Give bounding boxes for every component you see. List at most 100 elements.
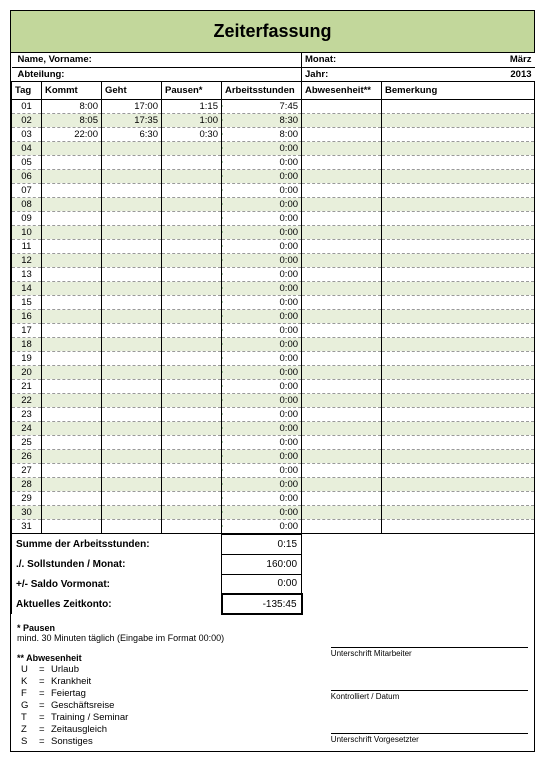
cell-kommt bbox=[42, 211, 102, 225]
cell-abw bbox=[302, 435, 382, 449]
table-row: 180:00 bbox=[12, 337, 535, 351]
cell-bem bbox=[382, 169, 535, 183]
cell-tag: 15 bbox=[12, 295, 42, 309]
cell-abw bbox=[302, 267, 382, 281]
cell-arbeit: 0:00 bbox=[222, 393, 302, 407]
cell-abw bbox=[302, 365, 382, 379]
cell-bem bbox=[382, 183, 535, 197]
table-row: 290:00 bbox=[12, 491, 535, 505]
page-title: Zeiterfassung bbox=[11, 11, 534, 53]
col-kommt: Kommt bbox=[42, 81, 102, 99]
cell-kommt bbox=[42, 435, 102, 449]
table-row: 270:00 bbox=[12, 463, 535, 477]
cell-kommt bbox=[42, 421, 102, 435]
cell-kommt bbox=[42, 239, 102, 253]
legend-key: F bbox=[17, 687, 35, 699]
cell-kommt bbox=[42, 365, 102, 379]
cell-geht bbox=[102, 449, 162, 463]
pausen-text: mind. 30 Minuten täglich (Eingabe im For… bbox=[17, 633, 224, 643]
cell-tag: 30 bbox=[12, 505, 42, 519]
summary-label: Aktuelles Zeitkonto: bbox=[12, 594, 222, 614]
cell-tag: 27 bbox=[12, 463, 42, 477]
legend-row: K=Krankheit bbox=[17, 675, 319, 687]
table-row: 028:0517:351:008:30 bbox=[12, 113, 535, 127]
cell-tag: 05 bbox=[12, 155, 42, 169]
cell-arbeit: 0:00 bbox=[222, 519, 302, 533]
legend-key: K bbox=[17, 675, 35, 687]
cell-geht bbox=[102, 253, 162, 267]
cell-abw bbox=[302, 169, 382, 183]
cell-abw bbox=[302, 211, 382, 225]
cell-arbeit: 0:00 bbox=[222, 211, 302, 225]
cell-geht bbox=[102, 351, 162, 365]
col-geht: Geht bbox=[102, 81, 162, 99]
cell-tag: 16 bbox=[12, 309, 42, 323]
cell-pausen bbox=[162, 183, 222, 197]
cell-geht bbox=[102, 491, 162, 505]
cell-kommt bbox=[42, 309, 102, 323]
cell-tag: 07 bbox=[12, 183, 42, 197]
legend-value: Training / Seminar bbox=[47, 711, 319, 723]
cell-abw bbox=[302, 519, 382, 533]
table-row: 20 0:00 bbox=[12, 365, 535, 379]
cell-arbeit: 0:00 bbox=[222, 365, 302, 379]
cell-kommt bbox=[42, 491, 102, 505]
cell-tag: 18 bbox=[12, 337, 42, 351]
summary-row: Aktuelles Zeitkonto:-135:45 bbox=[12, 594, 535, 614]
year-value: 2013 bbox=[382, 67, 535, 81]
cell-bem bbox=[382, 407, 535, 421]
cell-kommt: 22:00 bbox=[42, 127, 102, 141]
summary-value: 0:00 bbox=[222, 574, 302, 594]
cell-geht bbox=[102, 323, 162, 337]
cell-pausen bbox=[162, 323, 222, 337]
main-table: Name, Vorname: Monat: März Abteilung: Ja… bbox=[11, 53, 535, 615]
table-row: 150:00 bbox=[12, 295, 535, 309]
col-tag: Tag bbox=[12, 81, 42, 99]
cell-geht bbox=[102, 281, 162, 295]
table-row: 280:00 bbox=[12, 477, 535, 491]
cell-kommt: 8:00 bbox=[42, 99, 102, 113]
cell-bem bbox=[382, 337, 535, 351]
name-label: Name, Vorname: bbox=[12, 53, 302, 67]
table-row: 130:00 bbox=[12, 267, 535, 281]
legend-key: U bbox=[17, 663, 35, 675]
cell-tag: 20 bbox=[12, 365, 42, 379]
legend-value: Sonstiges bbox=[47, 735, 319, 747]
cell-arbeit: 0:00 bbox=[222, 197, 302, 211]
cell-tag: 25 bbox=[12, 435, 42, 449]
cell-abw bbox=[302, 155, 382, 169]
cell-tag: 03 bbox=[12, 127, 42, 141]
cell-pausen bbox=[162, 155, 222, 169]
cell-pausen bbox=[162, 253, 222, 267]
table-row: 190:00 bbox=[12, 351, 535, 365]
cell-bem bbox=[382, 477, 535, 491]
table-row: 170:00 bbox=[12, 323, 535, 337]
cell-arbeit: 0:00 bbox=[222, 225, 302, 239]
cell-arbeit: 0:00 bbox=[222, 421, 302, 435]
pausen-title: * Pausen bbox=[17, 623, 55, 633]
summary-pad bbox=[302, 594, 535, 614]
cell-kommt: 8:05 bbox=[42, 113, 102, 127]
cell-abw bbox=[302, 323, 382, 337]
cell-arbeit: 0:00 bbox=[222, 435, 302, 449]
cell-abw bbox=[302, 407, 382, 421]
table-row: 260:00 bbox=[12, 449, 535, 463]
cell-pausen bbox=[162, 281, 222, 295]
header-row-2: Abteilung: Jahr: 2013 bbox=[12, 67, 535, 81]
cell-geht bbox=[102, 309, 162, 323]
cell-kommt bbox=[42, 281, 102, 295]
cell-geht bbox=[102, 393, 162, 407]
legend-eq: = bbox=[35, 663, 47, 675]
cell-geht bbox=[102, 421, 162, 435]
summary-pad bbox=[302, 534, 535, 554]
cell-kommt bbox=[42, 141, 102, 155]
cell-pausen bbox=[162, 197, 222, 211]
cell-bem bbox=[382, 113, 535, 127]
table-row: 018:0017:001:157:45 bbox=[12, 99, 535, 113]
legend-key: Z bbox=[17, 723, 35, 735]
cell-kommt bbox=[42, 155, 102, 169]
sig-controlled: Kontrolliert / Datum bbox=[331, 690, 528, 701]
cell-pausen bbox=[162, 337, 222, 351]
cell-abw bbox=[302, 491, 382, 505]
cell-kommt bbox=[42, 505, 102, 519]
